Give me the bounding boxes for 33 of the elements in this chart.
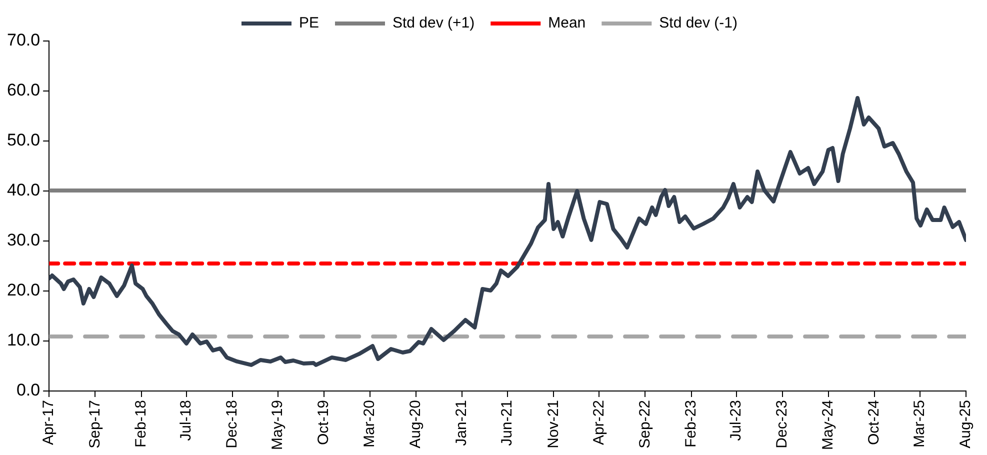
x-tick-label: Jan-21 [453, 400, 470, 446]
x-tick-label: Oct-24 [866, 400, 883, 445]
x-tick-label: May-24 [819, 400, 836, 450]
y-tick-label: 0.0 [16, 380, 40, 400]
x-tick-label: Dec-18 [224, 400, 241, 448]
legend-label: Std dev (+1) [392, 14, 475, 32]
y-tick-label: 60.0 [6, 80, 40, 100]
y-tick-label: 70.0 [6, 30, 40, 50]
x-tick-label: Feb-23 [682, 400, 700, 448]
x-tick-label: Oct-19 [315, 400, 332, 445]
x-tick-label: Jun-21 [498, 400, 516, 446]
legend-label: Mean [548, 14, 586, 32]
y-tick-label: 20.0 [6, 280, 40, 300]
x-tick-label: May-19 [269, 400, 286, 450]
y-tick-label: 30.0 [6, 230, 40, 250]
x-tick-label: Sep-22 [636, 400, 654, 448]
x-tick-label: Nov-21 [544, 400, 562, 448]
x-tick-label: Dec-23 [774, 400, 791, 448]
y-tick-label: 40.0 [6, 180, 40, 200]
x-tick-label: Apr-22 [590, 400, 608, 446]
y-tick-label: 10.0 [6, 330, 40, 350]
y-tick-label: 50.0 [6, 130, 40, 150]
legend-label: Std dev (-1) [659, 14, 738, 32]
x-tick-label: Aug-25 [957, 400, 974, 448]
x-tick-label: Feb-18 [132, 400, 150, 448]
x-tick-label: Jul-18 [178, 400, 195, 441]
x-tick-label: Jul-23 [728, 400, 745, 441]
legend-label: PE [298, 14, 320, 32]
x-tick-label: Aug-20 [407, 400, 424, 448]
x-tick-label: Mar-25 [911, 400, 928, 448]
x-tick-label: Apr-17 [40, 400, 58, 446]
x-tick-label: Sep-17 [86, 400, 104, 448]
x-tick-label: Mar-20 [361, 400, 378, 448]
